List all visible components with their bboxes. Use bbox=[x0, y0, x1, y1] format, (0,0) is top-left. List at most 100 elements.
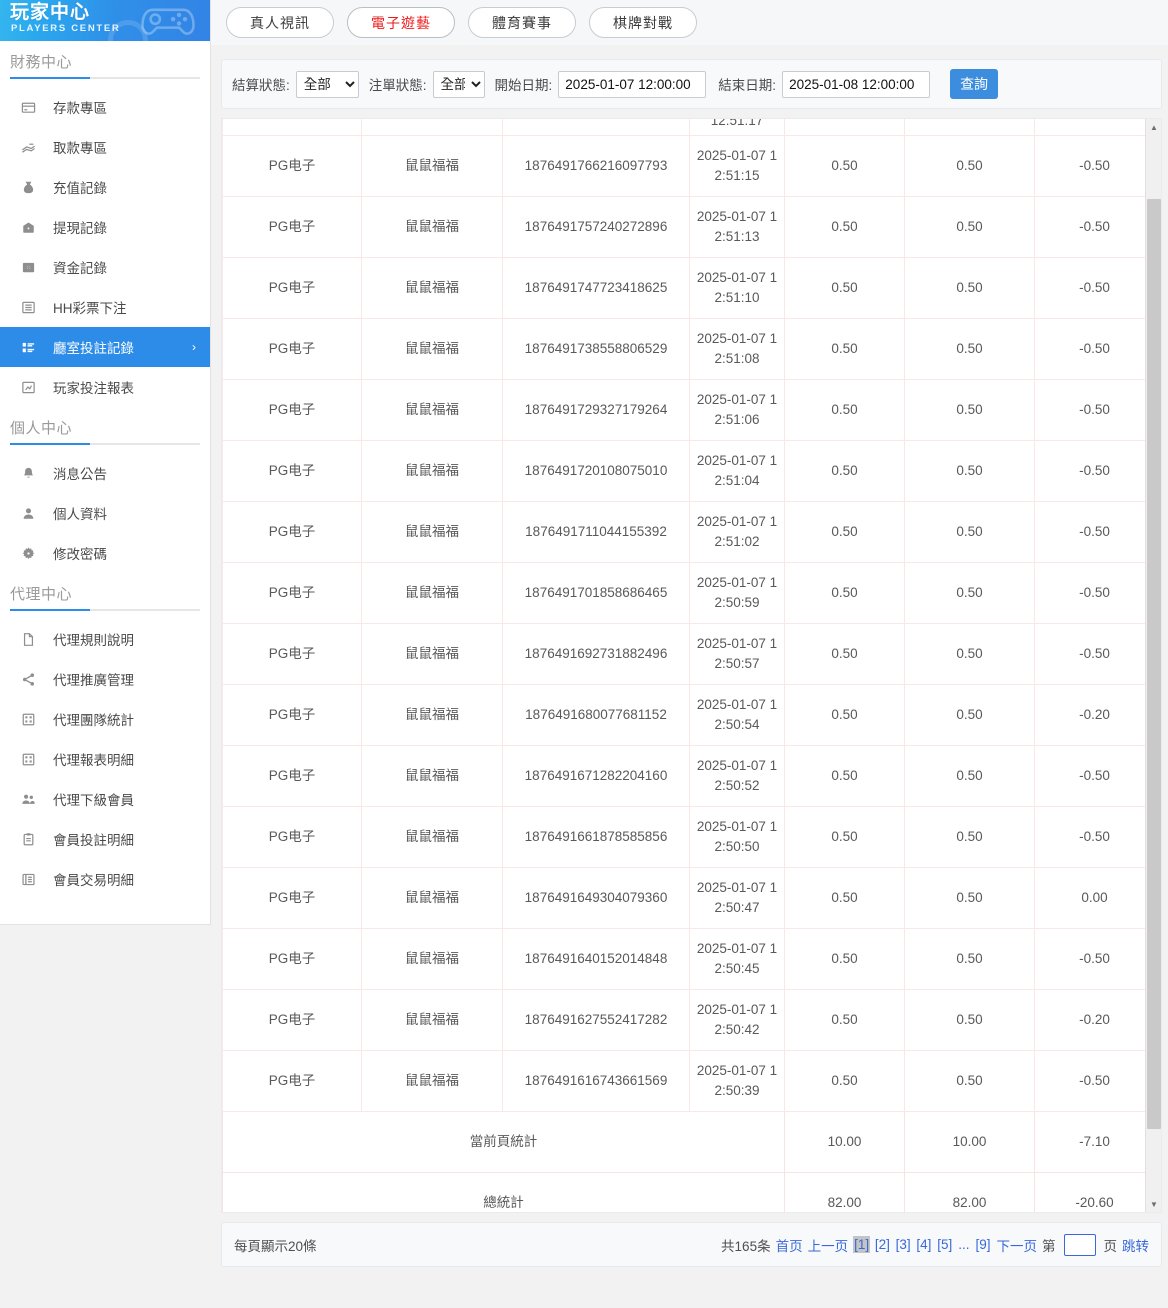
cell-bet: 0.50 bbox=[784, 440, 905, 502]
sidebar-item-label: 會員交易明細 bbox=[53, 873, 134, 888]
sidebar-item-3-4[interactable]: 代理報表明細 bbox=[0, 739, 210, 779]
cell-order-id: 1876491757240272896 bbox=[502, 196, 690, 258]
cell-order-id: 1876491738558806529 bbox=[502, 318, 690, 380]
cell-game: PG电子 bbox=[222, 1050, 362, 1112]
sidebar-item-label: 充值記錄 bbox=[53, 181, 107, 196]
cell-valid: 0.50 bbox=[904, 440, 1035, 502]
page-number-2[interactable]: [2] bbox=[874, 1237, 890, 1252]
sidebar-item-1-7[interactable]: 廳室投註記錄 › bbox=[0, 327, 210, 367]
category-tabs: 真人視訊 電子遊藝 體育賽事 棋牌對戰 bbox=[211, 0, 1168, 45]
cell-datetime: 2025-01-07 12:50:54 bbox=[689, 684, 785, 746]
building-icon bbox=[21, 711, 43, 727]
sidebar-item-3-7[interactable]: 會員交易明細 bbox=[0, 859, 210, 899]
cell-bet: 0.50 bbox=[784, 867, 905, 929]
sidebar-item-2-1[interactable]: 消息公告 bbox=[0, 453, 210, 493]
sidebar-item-3-5[interactable]: 代理下級會員 bbox=[0, 779, 210, 819]
sidebar-item-1-1[interactable]: 存款專區 bbox=[0, 87, 210, 127]
table-vertical-scrollbar[interactable]: ▲ ▼ bbox=[1145, 119, 1161, 1212]
sidebar-item-1-4[interactable]: 提現記錄 bbox=[0, 207, 210, 247]
cell-bet: 0.50 bbox=[784, 684, 905, 746]
jump-button[interactable]: 跳转 bbox=[1122, 1238, 1149, 1254]
table-row: PG电子 鼠鼠福福 1876491661878585856 2025-01-07 12… bbox=[222, 806, 1155, 868]
page-number-last[interactable]: [9] bbox=[975, 1237, 991, 1252]
end-date-input[interactable] bbox=[782, 70, 931, 98]
cell-bet: 0.50 bbox=[784, 623, 905, 685]
sidebar-item-1-8[interactable]: 玩家投注報表 bbox=[0, 367, 210, 407]
table-row: PG电子 鼠鼠福福 1876491640152014848 2025-01-07 12… bbox=[222, 928, 1155, 990]
sidebar-item-2-3[interactable]: 修改密碼 bbox=[0, 533, 210, 573]
settle-status-select[interactable]: 全部 bbox=[295, 70, 359, 98]
cell-valid: 0.50 bbox=[904, 1050, 1035, 1112]
cell-game: PG电子 bbox=[222, 440, 362, 502]
scrollbar-thumb[interactable] bbox=[1147, 199, 1161, 1129]
order-status-select[interactable]: 全部 bbox=[432, 70, 485, 98]
table-row: PG电子 鼠鼠福福 1876491747723418625 2025-01-07 12… bbox=[222, 257, 1155, 319]
scroll-down-arrow[interactable]: ▼ bbox=[1150, 1199, 1158, 1209]
tab-4[interactable]: 棋牌對戰 bbox=[589, 7, 697, 38]
cell-player: 鼠鼠福福 bbox=[361, 989, 503, 1051]
cell-player: 鼠鼠福福 bbox=[361, 806, 503, 868]
cell-summary-valid: 10.00 bbox=[904, 1111, 1035, 1173]
cell-order-id: 1876491747723418625 bbox=[502, 257, 690, 319]
sidebar-section-divider bbox=[10, 77, 200, 79]
cell-valid: 0.50 bbox=[904, 623, 1035, 685]
sidebar-item-3-3[interactable]: 代理團隊統計 bbox=[0, 699, 210, 739]
sidebar-item-1-2[interactable]: 取款專區 bbox=[0, 127, 210, 167]
tab-1[interactable]: 真人視訊 bbox=[226, 7, 334, 38]
tab-3[interactable]: 體育賽事 bbox=[468, 7, 576, 38]
cell-player: 鼠鼠福福 bbox=[361, 1050, 503, 1112]
cell-valid: 0.50 bbox=[904, 379, 1035, 441]
page-jump-input[interactable] bbox=[1063, 1233, 1096, 1256]
sidebar: 玩家中心 PLAYERS CENTER 財務中心 存款專區 取款專區 充值記錄 提現記錄… bbox=[0, 0, 211, 925]
scroll-up-arrow[interactable]: ▲ bbox=[1150, 122, 1158, 132]
cell-order-id: 1876491640152014848 bbox=[502, 928, 690, 990]
cell-datetime: 2025-01-07 12:51:02 bbox=[689, 501, 785, 563]
cell-profit: -0.50 bbox=[1034, 318, 1155, 380]
table-row: PG电子 鼠鼠福福 1876491720108075010 2025-01-07 12… bbox=[222, 440, 1155, 502]
prev-page-link[interactable]: 上一页 bbox=[807, 1238, 849, 1254]
cell-order-id: 1876491701858686465 bbox=[502, 562, 690, 624]
page-number-5[interactable]: [5] bbox=[937, 1237, 953, 1252]
safe-box-icon bbox=[21, 259, 43, 275]
cell-game: PG电子 bbox=[222, 745, 362, 807]
cell-summary-label: 總統計 bbox=[222, 1172, 785, 1212]
end-date-label: 結束日期: bbox=[718, 78, 777, 93]
page-number-1[interactable]: [1] bbox=[853, 1236, 871, 1253]
brand-subtitle: PLAYERS CENTER bbox=[11, 23, 121, 34]
page-number-3[interactable]: [3] bbox=[895, 1237, 911, 1252]
sidebar-item-1-5[interactable]: 資金記錄 bbox=[0, 247, 210, 287]
cell-game: PG电子 bbox=[222, 623, 362, 685]
table-row: PG电子 鼠鼠福福 1876491711044155392 2025-01-07 12… bbox=[222, 501, 1155, 563]
sidebar-item-3-6[interactable]: 會員投註明細 bbox=[0, 819, 210, 859]
sidebar-item-3-1[interactable]: 代理規則說明 bbox=[0, 619, 210, 659]
table-row: PG电子 鼠鼠福福 1876491671282204160 2025-01-07 12… bbox=[222, 745, 1155, 807]
sidebar-item-label: 修改密碼 bbox=[53, 547, 107, 562]
cell-summary-valid: 82.00 bbox=[904, 1172, 1035, 1212]
next-page-link[interactable]: 下一页 bbox=[996, 1238, 1038, 1254]
sidebar-section-title: 代理中心 bbox=[10, 586, 73, 603]
table-row: PG电子 鼠鼠福福 1876491692731882496 2025-01-07 12… bbox=[222, 623, 1155, 685]
sidebar-item-1-6[interactable]: HH彩票下注 bbox=[0, 287, 210, 327]
bell-icon bbox=[21, 465, 43, 481]
cell-bet: 0.50 bbox=[784, 745, 905, 807]
start-date-input[interactable] bbox=[558, 70, 707, 98]
sidebar-section-title: 個人中心 bbox=[10, 420, 73, 437]
cell-game: PG电子 bbox=[222, 501, 362, 563]
jump-prefix-label: 第 bbox=[1042, 1238, 1056, 1254]
cell-bet: 0.50 bbox=[784, 562, 905, 624]
per-page-label: 每頁顯示20條 bbox=[234, 1238, 317, 1254]
table-row: PG电子 鼠鼠福福 1876491680077681152 2025-01-07 12… bbox=[222, 684, 1155, 746]
cell-profit: -0.50 bbox=[1034, 562, 1155, 624]
tab-2[interactable]: 電子遊藝 bbox=[347, 7, 455, 38]
cell-order-id: 1876491680077681152 bbox=[502, 684, 690, 746]
hand-cash-icon bbox=[21, 139, 43, 155]
sidebar-item-2-2[interactable]: 個人資料 bbox=[0, 493, 210, 533]
page-number-4[interactable]: [4] bbox=[916, 1237, 932, 1252]
sidebar-item-1-3[interactable]: 充值記錄 bbox=[0, 167, 210, 207]
first-page-link[interactable]: 首页 bbox=[775, 1238, 803, 1254]
query-button[interactable]: 查詢 bbox=[950, 69, 999, 99]
sidebar-item-3-2[interactable]: 代理推廣管理 bbox=[0, 659, 210, 699]
cell-datetime: 2025-01-07 12:50:50 bbox=[689, 806, 785, 868]
table-row: PG电子 鼠鼠福福 1876491701858686465 2025-01-07 12… bbox=[222, 562, 1155, 624]
